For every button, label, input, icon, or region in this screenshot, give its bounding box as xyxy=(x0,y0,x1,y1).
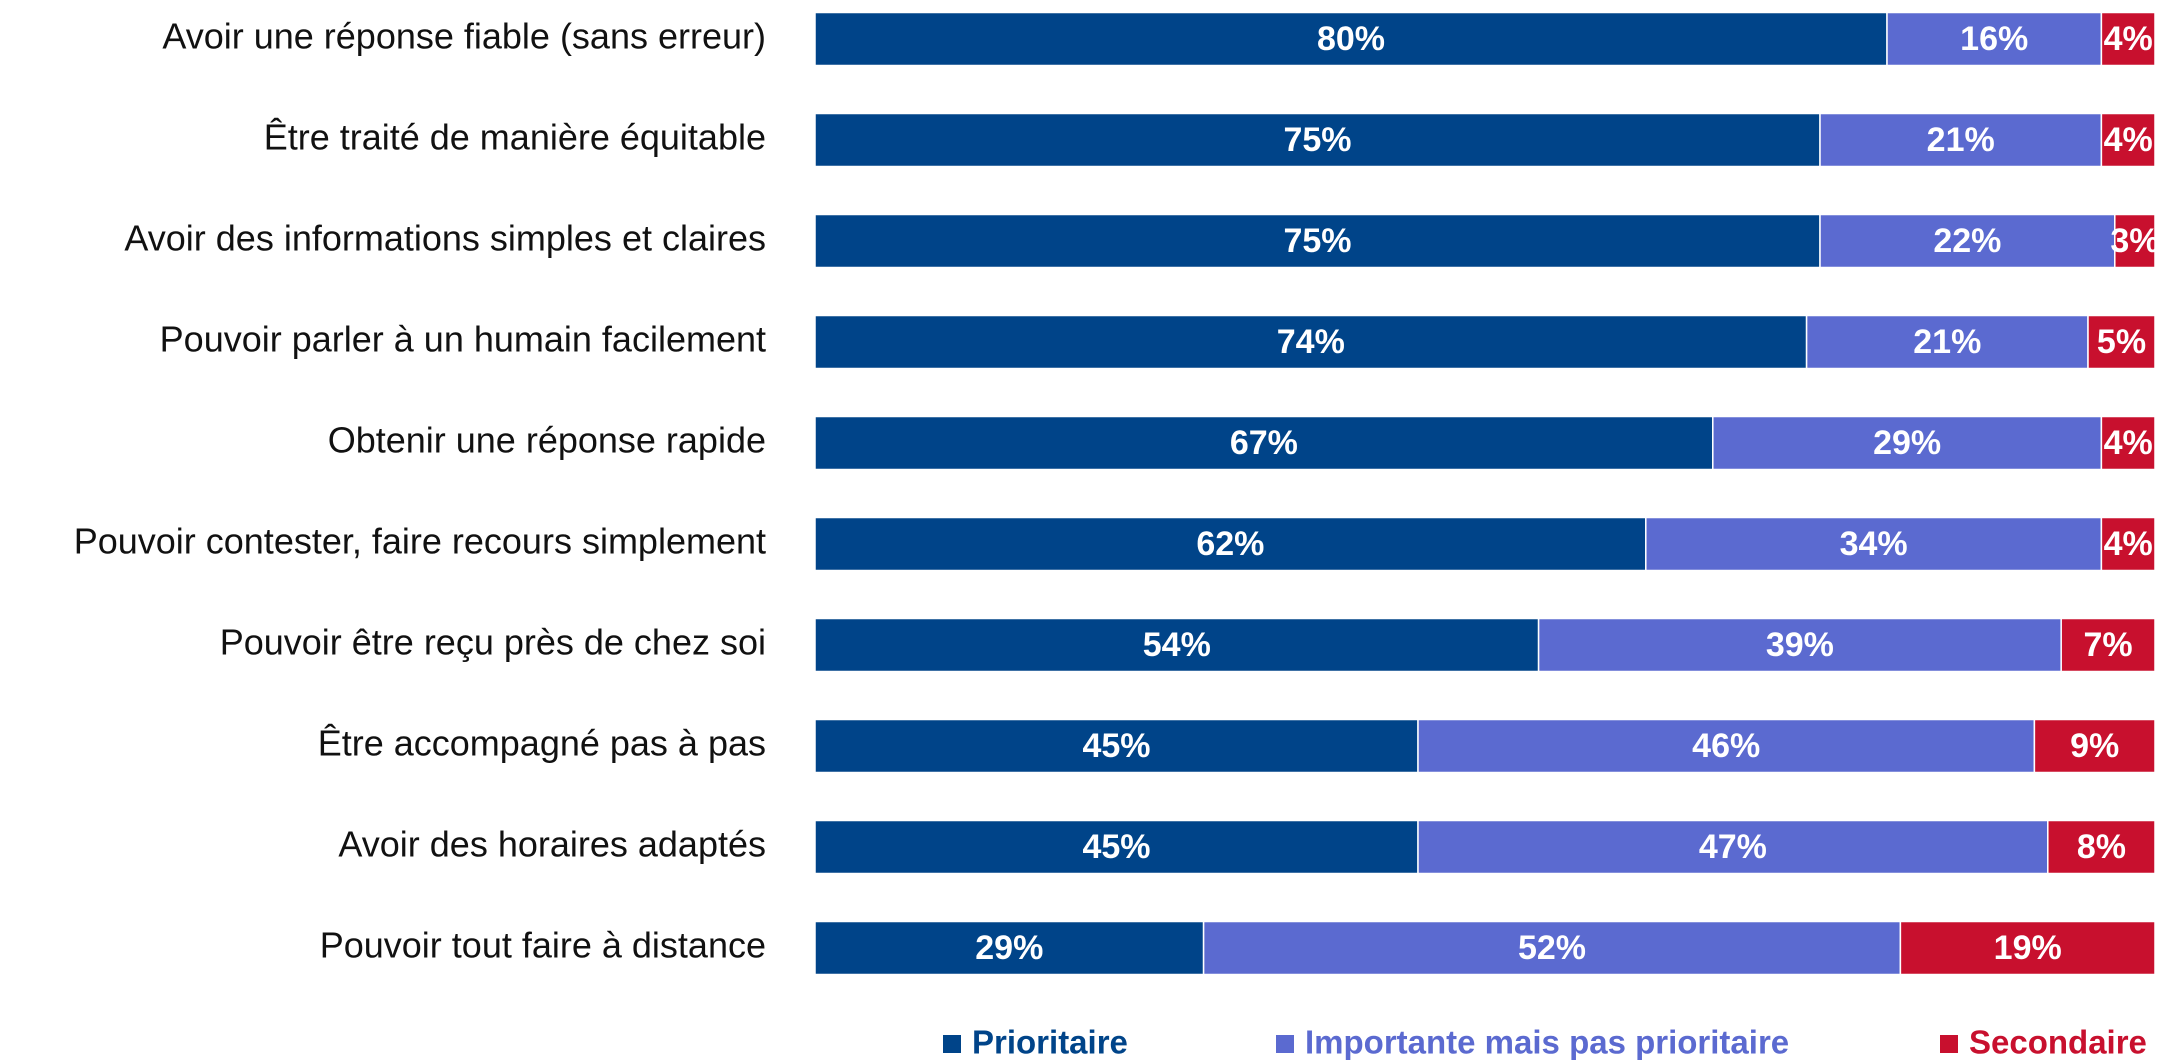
value-label: 7% xyxy=(2084,626,2133,664)
category-label: Pouvoir parler à un humain facilement xyxy=(160,319,766,360)
value-label: 67% xyxy=(1230,424,1298,462)
value-label: 4% xyxy=(2104,20,2153,58)
bar-segment xyxy=(1819,112,2103,168)
value-label: 52% xyxy=(1518,929,1586,967)
bar-segment xyxy=(814,11,1888,67)
bar-segment xyxy=(814,213,1821,269)
value-label: 39% xyxy=(1766,626,1834,664)
legend-label: Prioritaire xyxy=(972,1024,1128,1060)
bar-segment xyxy=(2060,617,2156,673)
value-label: 29% xyxy=(1873,424,1941,462)
value-label: 4% xyxy=(2104,121,2153,159)
category-label: Être accompagné pas à pas xyxy=(318,723,766,764)
bar-segment xyxy=(2087,314,2156,370)
bar-segment xyxy=(814,415,1714,471)
value-label: 16% xyxy=(1960,20,2028,58)
bar-segment xyxy=(814,617,1540,673)
bar-segment xyxy=(1899,920,2156,976)
bar-segment xyxy=(1886,11,2103,67)
value-label: 34% xyxy=(1840,525,1908,563)
category-label: Être traité de manière équitable xyxy=(264,117,766,158)
category-label: Pouvoir être reçu près de chez soi xyxy=(220,622,766,663)
bar-segment xyxy=(2100,112,2156,168)
legend-swatch xyxy=(1940,1035,1958,1053)
value-label: 47% xyxy=(1699,828,1767,866)
value-label: 22% xyxy=(1933,222,2001,260)
value-label: 5% xyxy=(2097,323,2146,361)
bar-segment xyxy=(1645,516,2103,572)
value-label: 9% xyxy=(2070,727,2119,765)
bar-segment xyxy=(1202,920,1902,976)
value-label: 4% xyxy=(2104,525,2153,563)
value-label: 21% xyxy=(1913,323,1981,361)
legend-swatch xyxy=(943,1035,961,1053)
value-label: 62% xyxy=(1196,525,1264,563)
bar-segment xyxy=(2033,718,2156,774)
value-label: 21% xyxy=(1927,121,1995,159)
bar-segment xyxy=(2100,516,2156,572)
bar-segment xyxy=(814,112,1821,168)
legend-label: Importante mais pas prioritaire xyxy=(1305,1024,1789,1060)
bar-segment xyxy=(2114,213,2156,269)
value-label: 45% xyxy=(1082,727,1150,765)
value-label: 19% xyxy=(1994,929,2062,967)
bar-segment xyxy=(2100,11,2156,67)
bar-segment xyxy=(814,920,1205,976)
bar-segment xyxy=(1712,415,2103,471)
value-label: 80% xyxy=(1317,20,1385,58)
value-label: 45% xyxy=(1082,828,1150,866)
legend-label: Secondaire xyxy=(1969,1024,2147,1060)
value-label: 4% xyxy=(2104,424,2153,462)
bar-segment xyxy=(814,314,1808,370)
value-label: 75% xyxy=(1283,222,1351,260)
value-label: 54% xyxy=(1143,626,1211,664)
bar-segment xyxy=(814,718,1419,774)
category-label: Avoir des horaires adaptés xyxy=(338,824,766,865)
category-label: Avoir des informations simples et claire… xyxy=(124,218,766,259)
value-label: 46% xyxy=(1692,727,1760,765)
value-label: 29% xyxy=(975,929,1043,967)
category-label: Avoir une réponse fiable (sans erreur) xyxy=(162,16,766,57)
bar-segment xyxy=(814,819,1419,875)
value-label: 3% xyxy=(2110,222,2159,260)
value-label: 74% xyxy=(1277,323,1345,361)
value-label: 8% xyxy=(2077,828,2126,866)
category-label: Pouvoir tout faire à distance xyxy=(320,925,766,966)
bar-segment xyxy=(2100,415,2156,471)
legend-swatch xyxy=(1276,1035,1294,1053)
bar-segment xyxy=(1537,617,2062,673)
category-label: Obtenir une réponse rapide xyxy=(328,420,766,461)
bar-segment xyxy=(1417,718,2036,774)
bar-segment xyxy=(814,516,1647,572)
category-label: Pouvoir contester, faire recours simplem… xyxy=(74,521,766,562)
bar-segment xyxy=(1819,213,2116,269)
bar-segment xyxy=(2047,819,2156,875)
value-label: 75% xyxy=(1283,121,1351,159)
